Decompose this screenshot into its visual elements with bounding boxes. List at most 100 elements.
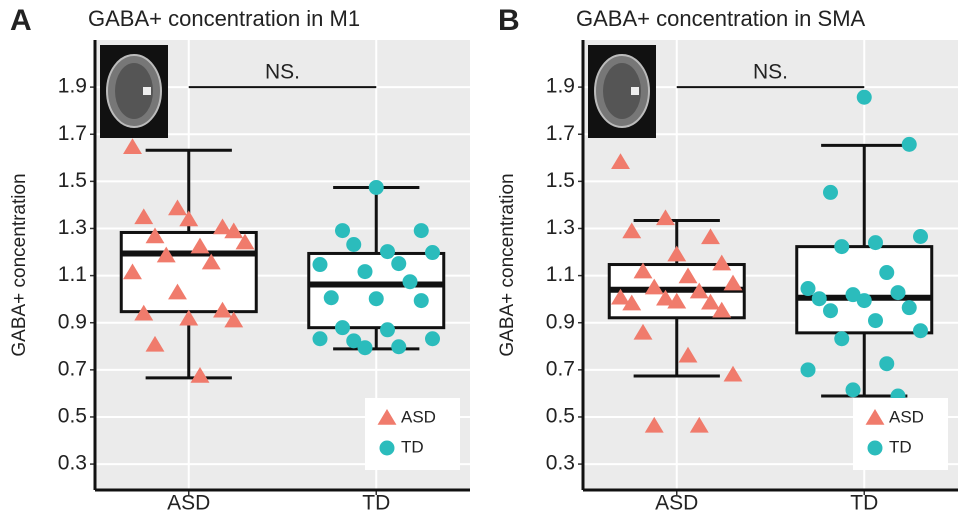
y-tick-label: 1.5 [58,169,87,192]
data-point [901,136,917,152]
y-tick-label: 0.3 [546,452,575,475]
data-point [179,210,199,227]
data-point [168,199,187,216]
box-body [307,251,446,330]
data-point [368,291,384,307]
data-point [868,235,883,251]
mri-voxel [143,87,151,95]
legend-label: ASD [401,407,436,426]
y-tick-label: 0.5 [58,405,87,428]
mri-voxel [631,87,639,95]
y-tick-label: 0.9 [58,310,87,333]
x-tick-label: TD [362,492,390,515]
data-point [357,264,373,280]
data-point [701,293,720,310]
data-point [823,184,838,200]
panel-label: B [498,4,520,37]
data-point [179,309,199,326]
data-point [312,257,328,273]
mri-brain-inner [603,63,641,119]
y-tick-label: 1.3 [58,216,87,239]
data-point [667,245,687,262]
data-point [811,291,827,307]
data-point [834,239,850,255]
data-point [224,311,244,328]
data-point [656,289,675,306]
y-axis-label: GABA+ concentration [9,173,30,356]
x-tick-label: ASD [655,492,698,515]
data-point [800,362,816,378]
chart-title: GABA+ concentration in SMA [576,6,866,31]
data-point [644,278,664,295]
data-point [224,222,244,239]
box [119,148,258,380]
data-point [190,366,210,383]
data-point [425,245,440,261]
y-tick-label: 1.1 [58,263,87,286]
data-point [622,294,642,311]
data-point [856,89,872,105]
data-point [856,293,872,309]
legend-marker [867,440,883,456]
data-point [391,339,407,355]
data-point [145,227,165,244]
y-tick-label: 0.3 [58,452,87,475]
data-point [156,246,176,263]
data-point [644,416,664,433]
legend-marker [865,409,885,425]
data-point [656,209,675,226]
data-point [413,223,429,239]
data-point [723,365,743,382]
data-point [380,322,395,338]
box-body [795,245,934,335]
data-point [346,333,362,349]
data-point [913,323,928,339]
data-point [380,244,395,260]
data-point [879,356,895,372]
data-point [123,263,142,280]
data-point [723,274,743,291]
data-point [213,218,232,235]
data-point [425,331,440,347]
data-point [901,300,917,316]
y-tick-label: 0.5 [546,405,575,428]
legend-marker [377,409,397,425]
data-point [611,153,630,170]
data-point [134,208,154,225]
significance-label: NS. [265,61,300,84]
legend-label: ASD [889,407,924,426]
data-point [622,222,642,239]
data-point [123,138,142,154]
significance-label: NS. [753,61,788,84]
data-point [323,290,339,306]
y-tick-label: 1.9 [58,75,87,98]
data-point [235,233,255,250]
panel-label: A [10,4,32,37]
x-tick-label: TD [850,492,878,515]
data-point [712,254,732,271]
data-point [879,265,895,281]
data-point [312,331,328,347]
y-tick-label: 1.7 [58,122,87,145]
y-tick-label: 0.7 [58,357,87,380]
mri-brain-inner [115,63,153,119]
data-point [633,323,653,340]
data-point [335,320,350,336]
data-point [413,293,429,309]
legend-label: TD [401,437,424,456]
y-tick-label: 1.5 [546,169,575,192]
data-point [346,237,362,253]
data-point [402,274,418,290]
data-point [800,281,816,297]
data-point [168,283,187,300]
data-point [823,303,838,319]
data-point [890,285,906,301]
y-tick-label: 0.7 [546,357,575,380]
data-point [689,282,709,299]
y-tick-label: 1.9 [546,75,575,98]
data-point [701,228,720,245]
y-tick-label: 1.3 [546,216,575,239]
data-point [201,253,221,270]
data-point [190,237,210,254]
